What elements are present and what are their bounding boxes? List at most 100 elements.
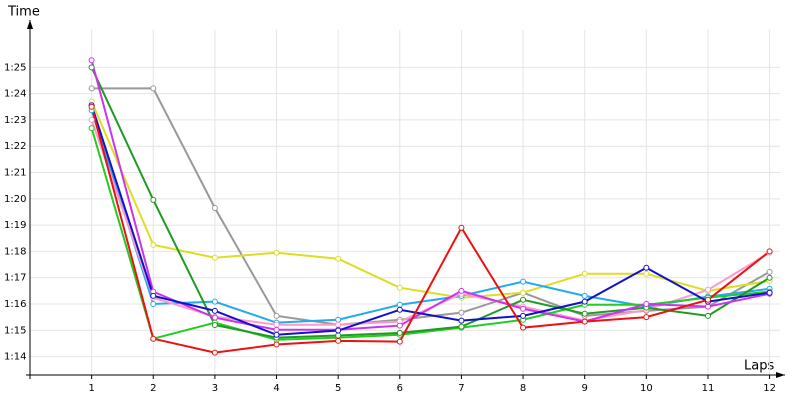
- y-tick-label: 1:21: [4, 168, 26, 179]
- data-point: [88, 57, 95, 64]
- data-point: [704, 286, 711, 293]
- data-point: [150, 301, 157, 307]
- data-point: [150, 241, 157, 248]
- data-point: [396, 322, 403, 329]
- data-point: [643, 264, 650, 271]
- y-tick-label: 1:20: [4, 194, 26, 205]
- y-tick-label: 1:15: [4, 325, 26, 336]
- data-point: [581, 292, 588, 299]
- data-point: [150, 196, 157, 203]
- series-line: [90, 106, 771, 354]
- data-point: [458, 287, 465, 294]
- data-point: [273, 341, 280, 348]
- series-line: [91, 87, 771, 326]
- data-point: [211, 205, 218, 212]
- x-tick-label: 2: [150, 383, 156, 394]
- y-tick-label: 1:17: [4, 273, 26, 284]
- data-point: [150, 292, 157, 299]
- y-tick-label: 1:23: [4, 115, 26, 126]
- data-point: [335, 327, 342, 334]
- data-point: [396, 284, 403, 291]
- data-point: [88, 64, 95, 71]
- x-tick-label: 3: [212, 383, 218, 394]
- data-point: [273, 312, 280, 319]
- data-point: [211, 349, 218, 356]
- series-line: [90, 101, 770, 299]
- y-tick-label: 1:22: [4, 141, 26, 152]
- data-point: [88, 103, 95, 110]
- y-axis-arrow: [27, 20, 33, 29]
- data-point: [335, 255, 342, 262]
- data-point: [520, 278, 527, 285]
- data-point: [273, 326, 280, 333]
- series-line: [90, 59, 770, 331]
- data-point: [643, 314, 650, 321]
- data-point: [520, 312, 527, 319]
- y-tick-label: 1:16: [4, 299, 26, 310]
- series-line: [90, 119, 771, 326]
- data-point: [211, 307, 218, 314]
- x-tick-label: 6: [397, 383, 403, 394]
- series-line: [90, 109, 770, 324]
- x-tick-label: 1: [88, 383, 94, 394]
- data-point: [273, 331, 280, 338]
- data-point: [581, 298, 588, 305]
- y-tick-label: 1:24: [4, 89, 26, 100]
- data-point: [211, 254, 218, 261]
- data-point: [335, 332, 342, 339]
- data-point: [520, 324, 527, 331]
- y-axis-title: Time: [7, 5, 40, 20]
- data-point: [520, 296, 527, 303]
- data-point: [211, 298, 218, 305]
- data-point: [88, 125, 95, 132]
- y-tick-label: 1:19: [4, 220, 26, 231]
- x-tick-label: 7: [458, 383, 464, 394]
- x-axis-title: Laps: [744, 359, 774, 374]
- data-point: [704, 312, 711, 319]
- data-point: [458, 317, 465, 324]
- data-point: [458, 323, 465, 330]
- series-line: [90, 104, 770, 336]
- data-point: [520, 305, 527, 312]
- data-point: [581, 318, 588, 325]
- data-point: [766, 268, 773, 275]
- data-point: [766, 274, 773, 281]
- data-point: [273, 249, 280, 256]
- data-point: [150, 85, 157, 92]
- data-point: [88, 116, 95, 123]
- x-tick-label: 11: [702, 383, 715, 394]
- data-point: [643, 270, 650, 277]
- data-point: [211, 322, 218, 329]
- data-point: [211, 314, 218, 321]
- data-point: [335, 337, 342, 344]
- x-tick-label: 12: [763, 383, 776, 394]
- data-point: [335, 321, 342, 328]
- y-tick-label: 1:14: [4, 352, 26, 363]
- data-point: [581, 270, 588, 277]
- data-point: [520, 289, 527, 296]
- x-tick-label: 8: [520, 383, 526, 394]
- data-point: [396, 301, 403, 308]
- x-tick-label: 5: [335, 383, 341, 394]
- data-point: [766, 289, 773, 296]
- data-point: [335, 316, 342, 323]
- y-tick-label: 1:18: [4, 246, 26, 257]
- y-tick-label: 1:25: [4, 62, 26, 73]
- data-point: [643, 301, 650, 307]
- series-line: [90, 66, 771, 339]
- data-point: [396, 338, 403, 345]
- data-point: [704, 296, 711, 303]
- data-point: [150, 335, 157, 342]
- x-axis-arrow: [776, 372, 785, 378]
- data-point: [704, 303, 711, 310]
- data-point: [581, 310, 588, 317]
- data-point: [396, 306, 403, 313]
- data-point: [88, 85, 95, 92]
- data-point: [458, 309, 465, 316]
- x-tick-label: 4: [273, 383, 279, 394]
- data-point: [458, 224, 465, 231]
- x-tick-label: 9: [582, 383, 588, 394]
- data-point: [766, 248, 773, 255]
- x-tick-label: 10: [640, 383, 653, 394]
- data-point: [273, 321, 280, 328]
